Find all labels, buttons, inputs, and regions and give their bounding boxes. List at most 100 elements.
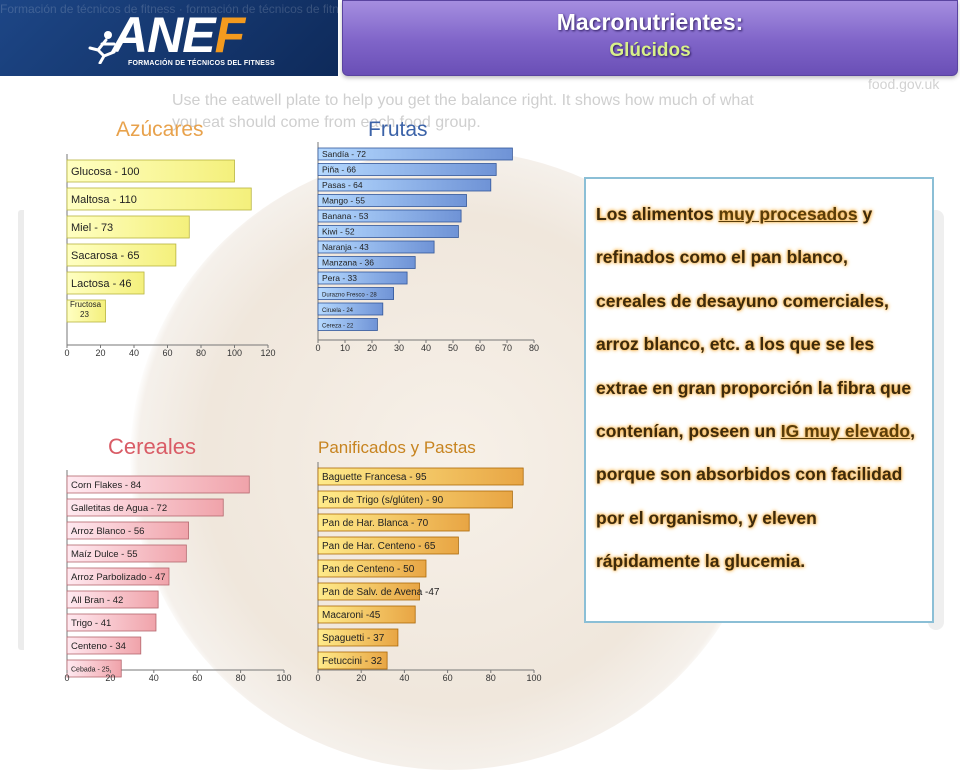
background-site-text: food.gov.uk	[868, 76, 940, 92]
azucares-x-tick-label: 60	[162, 348, 172, 358]
azucares-x-tick-label: 80	[196, 348, 206, 358]
frutas-x-tick-label: 10	[340, 343, 350, 353]
panificados-y-pastas-bar	[317, 513, 470, 532]
frutas-bar	[317, 147, 513, 161]
frutas-bar	[317, 302, 384, 316]
frutas-bar	[317, 178, 492, 192]
panificados-y-pastas-bar-label: Macaroni -45	[322, 610, 381, 621]
panificados-y-pastas-bar-label: Pan de Har. Centeno - 65	[322, 541, 436, 552]
cereales-bar	[66, 659, 122, 678]
cereales-bar-label: Centeno - 34	[71, 641, 126, 652]
azucares-bar-label: Lactosa - 46	[71, 278, 132, 290]
panificados-y-pastas-bar-label: Pan de Har. Blanca - 70	[322, 518, 429, 529]
azucares-x-tick-label: 120	[260, 348, 275, 358]
page-subtitle: Glúcidos	[609, 40, 691, 61]
cereales-bar-label: Trigo - 41	[71, 618, 111, 629]
azucares-bar-label: Maltosa - 110	[71, 194, 137, 206]
panificados-chart-title: Panificados y Pastas	[318, 438, 476, 457]
frutas-chart-title: Frutas	[368, 118, 428, 141]
cereales-bar-label: Cebada - 25	[71, 667, 110, 674]
azucares-x-tick-label: 20	[95, 348, 105, 358]
azucares-bar	[66, 187, 252, 211]
highlighted-term: IG muy elevado	[780, 421, 911, 442]
cereales-bar	[66, 567, 170, 586]
panificados-y-pastas-bar-label: Pan de Centeno - 50	[322, 564, 415, 575]
frutas-bar-label: Pera - 33	[322, 273, 357, 283]
cereales-bar-label: All Bran - 42	[71, 595, 123, 606]
frutas-x-tick-label: 20	[367, 343, 377, 353]
frutas-bar	[317, 225, 459, 238]
frutas-bar	[317, 271, 408, 285]
fork-image	[18, 210, 58, 650]
panificados-y-pastas-bar-label: Fetuccini - 32	[322, 656, 382, 667]
panificados-y-pastas-bar	[317, 490, 513, 509]
panificados-y-pastas-bar	[317, 559, 427, 578]
panel-text-segment: Los alimentos	[596, 204, 719, 224]
frutas-bar-label: Sandía - 72	[322, 149, 366, 159]
cereales-x-tick-label: 20	[105, 673, 115, 683]
cereales-bar	[66, 521, 189, 540]
background-plate-caption: Use the eatwell plate to help you get th…	[172, 92, 754, 131]
panificados-y-pastas-bar-label: Pan de Salv. de Avena -47	[322, 587, 440, 598]
explanation-panel: Los alimentos muy procesados y refinados…	[584, 177, 934, 623]
cereales-bar	[66, 475, 250, 494]
azucares-bar-label: Glucosa - 100	[71, 166, 139, 178]
azucares-chart-title: Azúcares	[116, 118, 204, 141]
panificados-y-pastas-bar	[317, 628, 399, 647]
cereales-x-tick-label: 40	[149, 673, 159, 683]
panificados-y-pastas-bar	[317, 467, 524, 486]
panel-text-segment: y refinados como el pan blanco, cereales…	[596, 204, 912, 442]
azucares-bar-label: Sacarosa - 65	[71, 250, 139, 262]
frutas-bar-label: Piña - 66	[322, 165, 356, 175]
azucares-bar-label: Fructosa 23	[70, 300, 102, 319]
cereales-bar-label: Arroz Blanco - 56	[71, 526, 144, 537]
logo-subtitle: FORMACIÓN DE TÉCNICOS DEL FITNESS	[128, 60, 275, 67]
page-title: Macronutrientes:	[556, 9, 744, 35]
frutas-bar-label: Naranja - 43	[322, 242, 369, 252]
frutas-x-tick-label: 60	[475, 343, 485, 353]
cereales-bar-label: Arroz Parbolizado - 47	[71, 572, 166, 583]
frutas-bar	[317, 163, 497, 176]
panificados-y-pastas-x-tick-label: 0	[315, 673, 320, 683]
panificados-y-pastas-bar-label: Pan de Trigo (s/glúten) - 90	[322, 495, 444, 506]
cereales-bar-label: Maíz Dulce - 55	[71, 549, 138, 560]
azucares-bar	[66, 159, 235, 183]
frutas-bar-label: Pasas - 64	[322, 180, 363, 190]
frutas-bar-label: Banana - 53	[322, 211, 369, 221]
panificados-y-pastas-x-tick-label: 100	[526, 673, 541, 683]
panel-text-segment: , porque son absorbidos con facilidad po…	[596, 421, 915, 572]
cereales-x-tick-label: 0	[64, 673, 69, 683]
cereales-bar	[66, 498, 224, 517]
frutas-x-tick-label: 30	[394, 343, 404, 353]
panificados-y-pastas-x-tick-label: 60	[443, 673, 453, 683]
cereales-x-tick-label: 60	[192, 673, 202, 683]
frutas-bar-label: Cereza - 22	[322, 324, 354, 330]
azucares-bar	[66, 215, 190, 239]
glycemic-index-charts: Glucosa - 100 Maltosa - 110 Miel - 73 Sacar…	[64, 142, 542, 683]
frutas-bar	[317, 256, 416, 269]
panificados-y-pastas-x-tick-label: 80	[486, 673, 496, 683]
panificados-y-pastas-bar	[317, 536, 459, 555]
cereales-x-tick-label: 80	[236, 673, 246, 683]
cereales-bar	[66, 613, 157, 632]
panificados-y-pastas-x-tick-label: 20	[356, 673, 366, 683]
anef-logo: Formación de técnicos de fitness · forma…	[0, 0, 338, 76]
cereales-bar-label: Corn Flakes - 84	[71, 480, 141, 491]
panificados-y-pastas-bar	[317, 582, 420, 601]
panificados-y-pastas-bar-label: Spaguetti - 37	[322, 633, 385, 644]
frutas-x-tick-label: 50	[448, 343, 458, 353]
frutas-bar-label: Mango - 55	[322, 196, 365, 206]
title-banner: Macronutrientes: Glúcidos	[342, 0, 958, 76]
frutas-bar	[317, 194, 467, 207]
azucares-x-tick-label: 0	[64, 348, 69, 358]
azucares-x-tick-label: 40	[129, 348, 139, 358]
logo-watermark-text: Formación de técnicos de fitness · forma…	[0, 2, 338, 16]
panificados-y-pastas-bar	[317, 605, 416, 624]
cereales-bar	[66, 544, 187, 563]
cereales-bar	[66, 636, 142, 655]
logo-name: ANEF	[112, 7, 245, 63]
frutas-bar-label: Durazno Fresco - 28	[322, 293, 377, 299]
frutas-bar-label: Ciruela - 24	[322, 308, 354, 314]
frutas-bar-label: Manzana - 36	[322, 258, 374, 268]
azucares-bar-label: Miel - 73	[71, 222, 113, 234]
